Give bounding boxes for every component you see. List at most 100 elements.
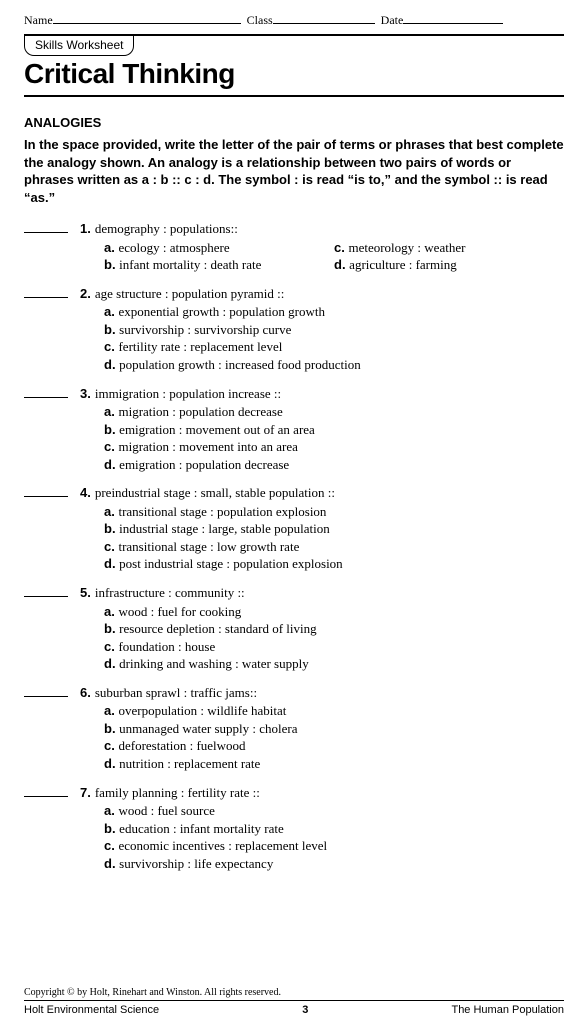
choice-text: survivorship : life expectancy — [119, 856, 273, 871]
choice-text: unmanaged water supply : cholera — [119, 721, 297, 736]
choice-text: meteorology : weather — [348, 240, 465, 255]
choice-letter: c. — [104, 639, 118, 654]
answer-blank[interactable] — [24, 285, 68, 298]
choice: b. survivorship : survivorship curve — [104, 321, 564, 339]
question: 5. infrastructure : community ::a. wood :… — [24, 584, 564, 673]
question-head: 1. demography : populations:: — [24, 220, 564, 238]
skills-tag: Skills Worksheet — [24, 36, 134, 56]
choice-text: population growth : increased food produ… — [119, 357, 361, 372]
choice-text: fertility rate : replacement level — [118, 339, 282, 354]
choice-letter: b. — [104, 621, 119, 636]
choices: a. exponential growth : population growt… — [24, 303, 564, 373]
choice-letter: d. — [104, 856, 119, 871]
choice-text: emigration : movement out of an area — [119, 422, 315, 437]
choice-text: deforestation : fuelwood — [118, 738, 245, 753]
page-title: Critical Thinking — [24, 58, 564, 90]
choice-text: agriculture : farming — [349, 257, 457, 272]
question-number: 1. — [80, 221, 91, 236]
choice-text: industrial stage : large, stable populat… — [119, 521, 330, 536]
choices: a. overpopulation : wildlife habitatb. u… — [24, 702, 564, 772]
choice: d. post industrial stage : population ex… — [104, 555, 564, 573]
name-line[interactable] — [53, 12, 241, 24]
question-number: 2. — [80, 286, 91, 301]
answer-blank[interactable] — [24, 385, 68, 398]
question-head: 5. infrastructure : community :: — [24, 584, 564, 602]
choice: a. overpopulation : wildlife habitat — [104, 702, 564, 720]
footer: Copyright © by Holt, Rinehart and Winsto… — [24, 987, 564, 1016]
answer-blank[interactable] — [24, 784, 68, 797]
choices: a. wood : fuel sourceb. education : infa… — [24, 802, 564, 872]
choice: b. infant mortality : death rate — [104, 256, 334, 274]
choice: d. agriculture : farming — [334, 256, 564, 274]
answer-blank[interactable] — [24, 220, 68, 233]
answer-blank[interactable] — [24, 484, 68, 497]
choice-text: economic incentives : replacement level — [118, 838, 327, 853]
footer-page: 3 — [302, 1004, 308, 1016]
choice: b. resource depletion : standard of livi… — [104, 620, 564, 638]
question: 1.demography : populations::a. ecology :… — [24, 220, 564, 274]
choice-letter: d. — [334, 257, 349, 272]
question-head: 2. age structure : population pyramid :: — [24, 285, 564, 303]
choice: b. education : infant mortality rate — [104, 820, 564, 838]
choice-letter: d. — [104, 656, 119, 671]
question-stem: preindustrial stage : small, stable popu… — [95, 485, 335, 500]
choice-letter: d. — [104, 457, 119, 472]
question-stem-wrap: 1. demography : populations:: — [80, 220, 238, 238]
questions-list: 1. demography : populations::a. ecology :… — [24, 220, 564, 872]
choice-letter: a. — [104, 404, 118, 419]
choice-letter: a. — [104, 803, 118, 818]
copyright: Copyright © by Holt, Rinehart and Winsto… — [24, 987, 564, 1001]
choice: b. industrial stage : large, stable popu… — [104, 520, 564, 538]
choice-letter: d. — [104, 756, 119, 771]
choice: c. transitional stage : low growth rate — [104, 538, 564, 556]
choice-text: resource depletion : standard of living — [119, 621, 316, 636]
date-line[interactable] — [403, 12, 503, 24]
choice-letter: b. — [104, 721, 119, 736]
name-label: Name — [24, 13, 53, 28]
choice: d. survivorship : life expectancy — [104, 855, 564, 873]
header-fields: Name Class Date — [24, 12, 564, 28]
choice: a. wood : fuel for cooking — [104, 603, 564, 621]
question-stem: age structure : population pyramid :: — [95, 286, 285, 301]
question-number: 6. — [80, 685, 91, 700]
footer-left: Holt Environmental Science — [24, 1004, 159, 1016]
question-head: 6.suburban sprawl : traffic jams:: — [24, 684, 564, 702]
question-stem: demography : populations:: — [95, 221, 238, 236]
choice-letter: b. — [104, 257, 119, 272]
choice-text: education : infant mortality rate — [119, 821, 284, 836]
section-title: ANALOGIES — [24, 115, 564, 130]
choice: c. deforestation : fuelwood — [104, 737, 564, 755]
choice: c. migration : movement into an area — [104, 438, 564, 456]
choice-text: drinking and washing : water supply — [119, 656, 309, 671]
choice: d. population growth : increased food pr… — [104, 356, 564, 374]
choice: d. drinking and washing : water supply — [104, 655, 564, 673]
class-line[interactable] — [273, 12, 375, 24]
title-block: Skills Worksheet Critical Thinking — [24, 34, 564, 97]
choice-letter: c. — [104, 439, 118, 454]
choice: c. economic incentives : replacement lev… — [104, 837, 564, 855]
choice-letter: c. — [334, 240, 348, 255]
name-field[interactable]: Name — [24, 12, 241, 28]
choice-letter: b. — [104, 821, 119, 836]
choice-row: b. infant mortality : death rated. agric… — [104, 256, 564, 274]
choice-letter: a. — [104, 604, 118, 619]
choice-letter: a. — [104, 504, 118, 519]
class-field[interactable]: Class — [247, 12, 375, 28]
date-field[interactable]: Date — [381, 12, 504, 28]
choice-letter: b. — [104, 322, 119, 337]
question-number: 5. — [80, 585, 91, 600]
choice-letter: b. — [104, 422, 119, 437]
question-stem-wrap: 5. infrastructure : community :: — [80, 584, 245, 602]
question: 6.suburban sprawl : traffic jams::a. ove… — [24, 684, 564, 773]
choice-letter: a. — [104, 703, 118, 718]
answer-blank[interactable] — [24, 584, 68, 597]
answer-blank[interactable] — [24, 684, 68, 697]
choices: a. migration : population decrease b. emi… — [24, 403, 564, 473]
question-stem: infrastructure : community :: — [95, 585, 245, 600]
choice-letter: c. — [104, 838, 118, 853]
choice: a. wood : fuel source — [104, 802, 564, 820]
choice-text: migration : population decrease — [118, 404, 282, 419]
choice-text: migration : movement into an area — [118, 439, 297, 454]
question-stem: immigration : population increase :: — [95, 386, 281, 401]
choice-text: ecology : atmosphere — [118, 240, 229, 255]
